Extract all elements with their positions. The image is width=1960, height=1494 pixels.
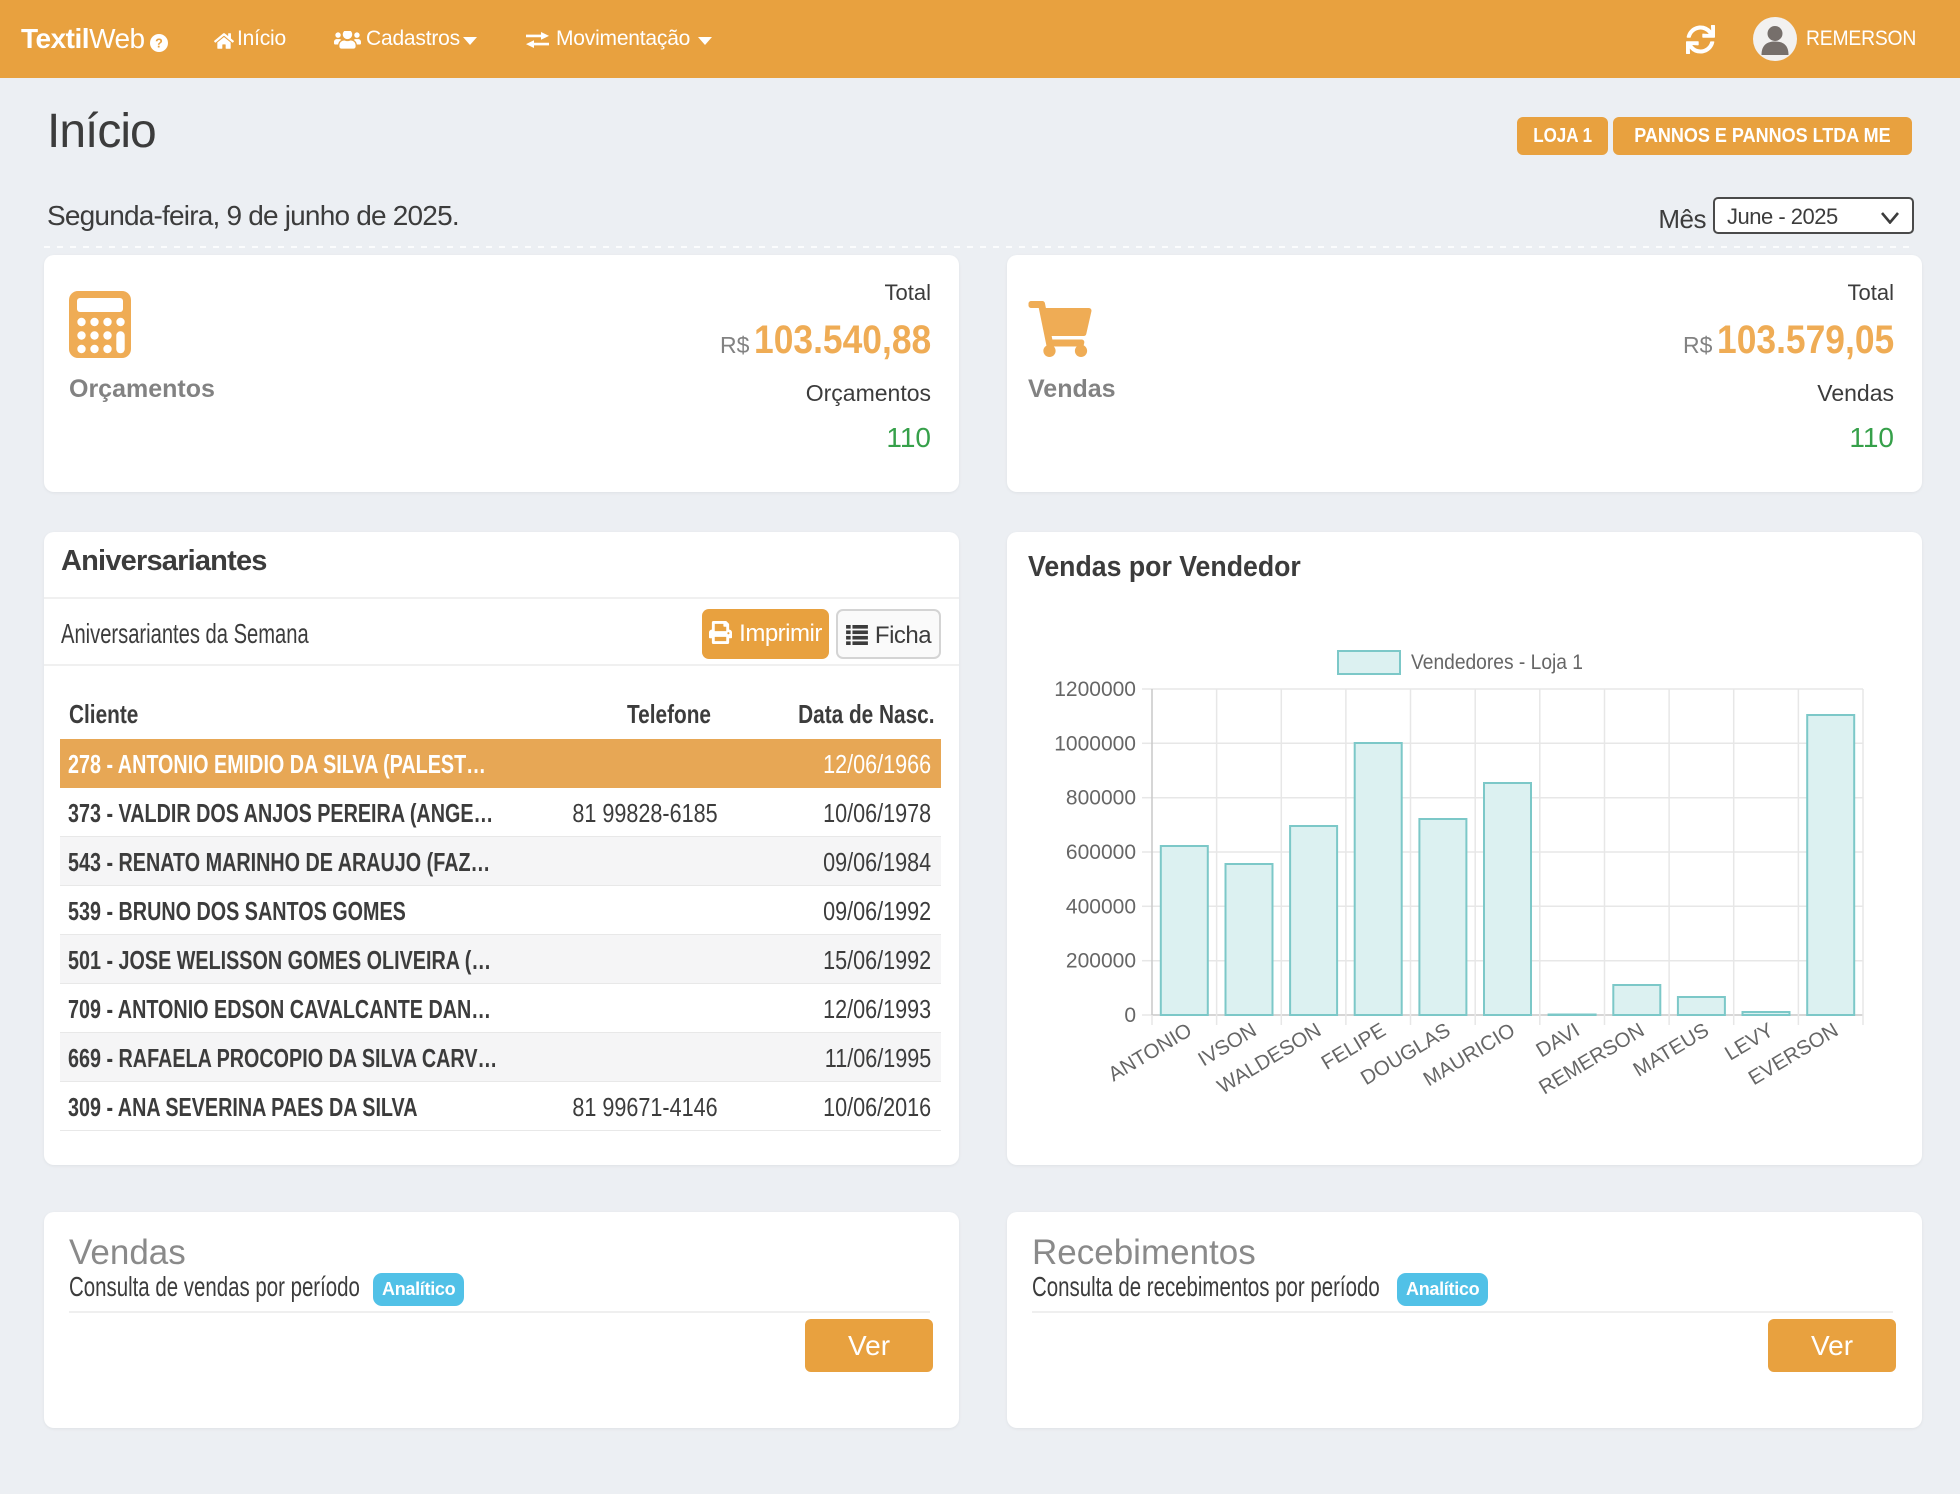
svg-text:ANTONIO: ANTONIO: [1104, 1019, 1196, 1087]
svg-text:600000: 600000: [1066, 841, 1136, 864]
svg-text:Vendedores - Loja 1: Vendedores - Loja 1: [1411, 651, 1583, 674]
svg-text:200000: 200000: [1066, 950, 1136, 973]
svg-text:1200000: 1200000: [1054, 678, 1136, 701]
svg-text:?: ?: [155, 37, 163, 51]
svg-text:1000000: 1000000: [1054, 732, 1136, 755]
svg-text:0: 0: [1124, 1004, 1136, 1027]
svg-text:800000: 800000: [1066, 787, 1136, 810]
svg-text:400000: 400000: [1066, 895, 1136, 918]
